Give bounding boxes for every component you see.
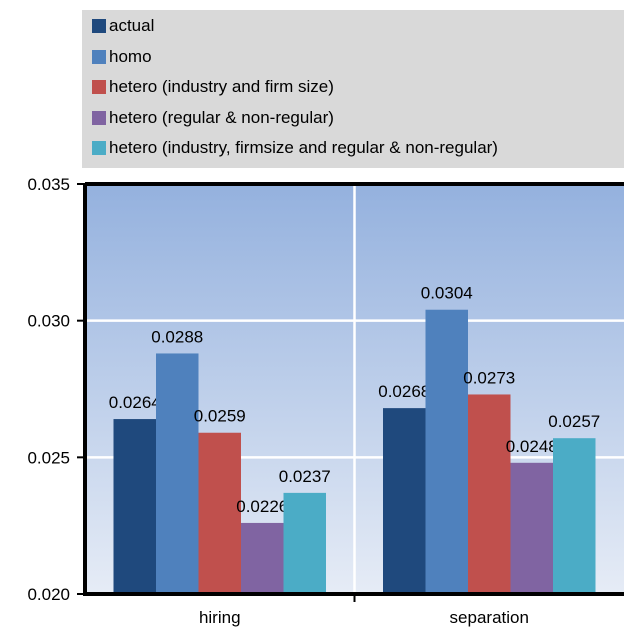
data-label: 0.0288 (151, 327, 203, 346)
bar (425, 309, 468, 594)
bar (553, 438, 596, 594)
legend-swatch (92, 80, 106, 94)
legend-swatch (92, 141, 106, 155)
bar (383, 408, 426, 594)
y-tick-label: 0.030 (27, 312, 70, 331)
legend-label: hetero (industry, firmsize and regular &… (109, 138, 498, 157)
bar (510, 462, 553, 594)
data-label: 0.0273 (463, 368, 515, 387)
bar (283, 492, 326, 594)
bar (113, 419, 156, 594)
data-label: 0.0248 (506, 437, 558, 456)
legend-swatch (92, 49, 106, 64)
legend-item: homo (92, 45, 152, 69)
legend-item: hetero (industry, firmsize and regular &… (92, 136, 498, 160)
data-label: 0.0237 (279, 467, 331, 486)
bar (156, 353, 199, 594)
data-label: 0.0304 (421, 284, 473, 303)
legend-item: actual (92, 14, 154, 38)
legend-label: actual (109, 16, 155, 35)
legend-label: hetero (industry and firm size) (109, 77, 334, 96)
legend-swatch (92, 110, 106, 125)
legend-swatch (92, 19, 106, 33)
data-label: 0.0226 (236, 497, 288, 516)
legend-label: homo (109, 46, 152, 66)
data-label: 0.0268 (378, 382, 430, 401)
y-tick-label: 0.020 (27, 585, 70, 604)
data-label: 0.0259 (194, 407, 246, 426)
data-label: 0.0257 (548, 412, 600, 431)
legend-item: hetero (regular & non-regular) (92, 106, 334, 130)
data-label: 0.0264 (109, 393, 161, 412)
bar (241, 522, 284, 594)
x-tick-label: separation (450, 608, 529, 627)
bar (468, 394, 511, 594)
x-tick-label: hiring (199, 608, 241, 627)
legend: actual homo hetero (industry and firm size… (82, 10, 624, 168)
legend-item: hetero (industry and firm size) (92, 75, 334, 99)
legend-label: hetero (regular & non-regular) (109, 107, 334, 127)
y-tick-label: 0.035 (27, 175, 70, 194)
y-tick-label: 0.025 (27, 448, 70, 467)
bar (198, 432, 241, 594)
